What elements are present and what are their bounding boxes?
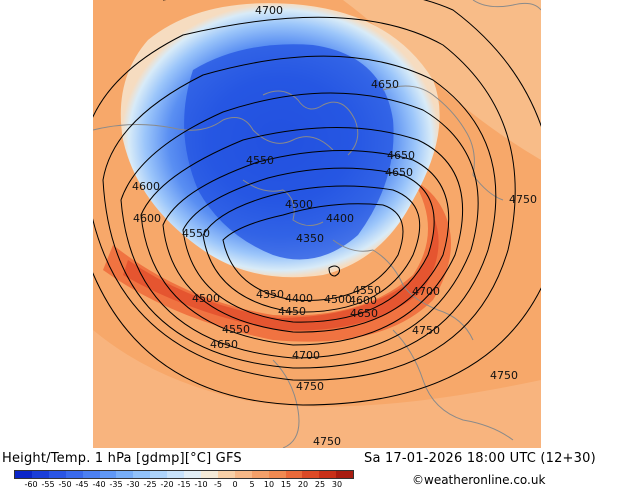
contour-label: 4550 xyxy=(246,154,274,167)
warm-band-core xyxy=(123,215,439,331)
contour-label: 4350 xyxy=(296,232,324,245)
colorbar-swatch xyxy=(200,471,218,478)
colorbar-swatch xyxy=(99,471,117,478)
colorbar-swatch xyxy=(251,471,269,478)
contour-label: 4700 xyxy=(255,4,283,17)
colorbar-tick-label: 25 xyxy=(314,480,326,489)
colorbar-swatch xyxy=(150,471,168,478)
contour-label: 4600 xyxy=(133,212,161,225)
contour-label: 4750 xyxy=(296,380,324,393)
colorbar-swatch xyxy=(285,471,303,478)
colorbar-swatch xyxy=(65,471,83,478)
site-credit[interactable]: ©weatheronline.co.uk xyxy=(412,473,545,487)
contour-label: 4700 xyxy=(412,285,440,298)
contour-label: 4500 xyxy=(192,292,220,305)
colorbar-tick-label: -20 xyxy=(160,480,174,489)
colorbar-tick-label: -10 xyxy=(194,480,208,489)
contour-label: 4650 xyxy=(385,166,413,179)
colorbar-swatch xyxy=(82,471,100,478)
coastlines xyxy=(93,0,541,448)
contour-label: 4350 xyxy=(256,288,284,301)
contour-label: 4600 xyxy=(349,294,377,307)
contour-label: 4750 xyxy=(313,435,341,448)
colorbar-swatch xyxy=(15,471,32,478)
colorbar-tick-label: 15 xyxy=(280,480,292,489)
colorbar-swatch xyxy=(268,471,286,478)
credit-text: ©weatheronline.co.uk xyxy=(412,473,546,487)
colorbar-swatch xyxy=(336,471,354,478)
contour-label: 4500 xyxy=(285,198,313,211)
contour-label: 4600 xyxy=(132,180,160,193)
colorbar-tick-label: 20 xyxy=(297,480,309,489)
contour-label: 4500 xyxy=(324,293,352,306)
colorbar-tick-label: -5 xyxy=(214,480,222,489)
colorbar-tick-label: -60 xyxy=(24,480,38,489)
colorbar-swatch xyxy=(48,471,66,478)
colorbar-tick-label: -55 xyxy=(41,480,55,489)
light-region-south xyxy=(93,330,541,448)
colorbar-swatch xyxy=(234,471,252,478)
colorbar-swatch xyxy=(302,471,320,478)
contour-label: 4650 xyxy=(350,307,378,320)
colorbar-tick-label: -30 xyxy=(126,480,140,489)
colorbar-tick-label: -25 xyxy=(143,480,157,489)
contour-label: 4550 xyxy=(222,323,250,336)
contour-label: 4650 xyxy=(210,338,238,351)
height-contours xyxy=(93,0,541,406)
colorbar-swatch xyxy=(133,471,151,478)
colorbar-tick-label: 5 xyxy=(249,480,255,489)
contour-label: 4750 xyxy=(412,324,440,337)
colorbar-swatch xyxy=(31,471,49,478)
colorbar-tick-label: 0 xyxy=(232,480,238,489)
colorbar-swatch xyxy=(167,471,185,478)
weather-map: 4700 4650 4600 4550 4650 4650 4600 4500 4400 4550… xyxy=(93,0,541,448)
contour-label: 4400 xyxy=(326,212,354,225)
contour-label: 4650 xyxy=(387,149,415,162)
colorbar-swatch xyxy=(319,471,337,478)
colorbar-swatch xyxy=(184,471,201,478)
contour-label: 4400 xyxy=(285,292,313,305)
contour-label: 4550 xyxy=(353,284,381,297)
contour-label: 4750 xyxy=(490,369,518,382)
colorbar-swatch xyxy=(116,471,134,478)
map-title: Height/Temp. 1 hPa [gdmp][°C] GFS xyxy=(2,451,242,466)
colorbar-tick-label: 10 xyxy=(263,480,275,489)
colorbar-tick-label: -45 xyxy=(75,480,89,489)
colorbar-swatch xyxy=(217,471,235,478)
colorbar-tick-label: 30 xyxy=(331,480,343,489)
colorbar-tick-label: -35 xyxy=(109,480,123,489)
contour-label: 4700 xyxy=(292,349,320,362)
temperature-colorbar xyxy=(14,470,354,479)
colorbar-tick-label: -50 xyxy=(58,480,72,489)
colorbar-tick-label: -40 xyxy=(92,480,106,489)
contour-label: 4450 xyxy=(278,305,306,318)
colorbar-tick-label: -15 xyxy=(177,480,191,489)
contour-label: 4550 xyxy=(182,227,210,240)
cold-core xyxy=(184,44,394,260)
valid-time: Sa 17-01-2026 18:00 UTC (12+30) xyxy=(364,451,596,466)
contour-label: 4650 xyxy=(371,78,399,91)
contour-label: 4750 xyxy=(509,193,537,206)
colorbar-tick-labels: -60 -55 -50 -45 -40 -35 -30 -25 -20 -15 -10 -5 0 5 10 1… xyxy=(10,480,356,490)
